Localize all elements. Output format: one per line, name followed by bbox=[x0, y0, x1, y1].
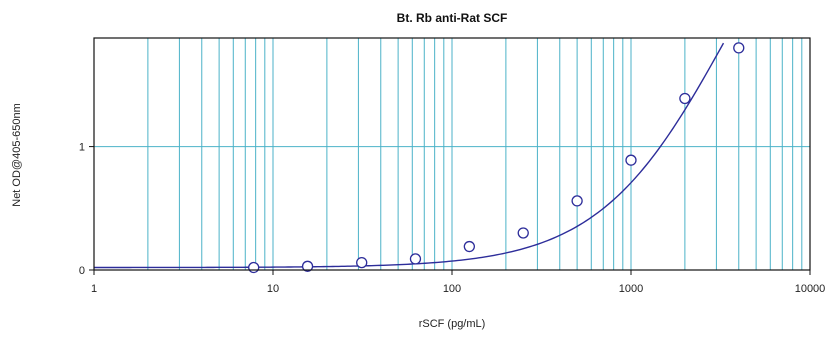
data-point bbox=[571, 195, 583, 207]
x-tick-label: 1 bbox=[91, 283, 97, 295]
y-tick-label: 0 bbox=[79, 265, 85, 277]
chart-title: Bt. Rb anti-Rat SCF bbox=[397, 11, 508, 25]
data-point bbox=[625, 154, 637, 166]
x-tick-label: 10000 bbox=[795, 283, 826, 295]
data-point bbox=[679, 92, 691, 105]
data-point bbox=[463, 240, 475, 253]
data-point bbox=[409, 253, 422, 265]
y-axis-label: Net OD@405-650nm bbox=[11, 103, 23, 207]
data-point bbox=[733, 42, 745, 54]
grid-layer bbox=[94, 38, 810, 270]
data-point bbox=[517, 227, 529, 239]
y-tick-label: 1 bbox=[79, 142, 85, 154]
fit-curve-layer bbox=[93, 42, 725, 269]
data-point bbox=[301, 260, 314, 272]
x-tick-label: 100 bbox=[443, 283, 461, 295]
x-tick-label: 10 bbox=[267, 283, 279, 295]
x-tick-label: 1000 bbox=[619, 283, 643, 295]
data-point bbox=[356, 256, 368, 269]
x-axis-label: rSCF (pg/mL) bbox=[419, 318, 486, 330]
data-points bbox=[248, 42, 745, 274]
data-point bbox=[248, 261, 260, 274]
fit-curve bbox=[93, 42, 725, 269]
